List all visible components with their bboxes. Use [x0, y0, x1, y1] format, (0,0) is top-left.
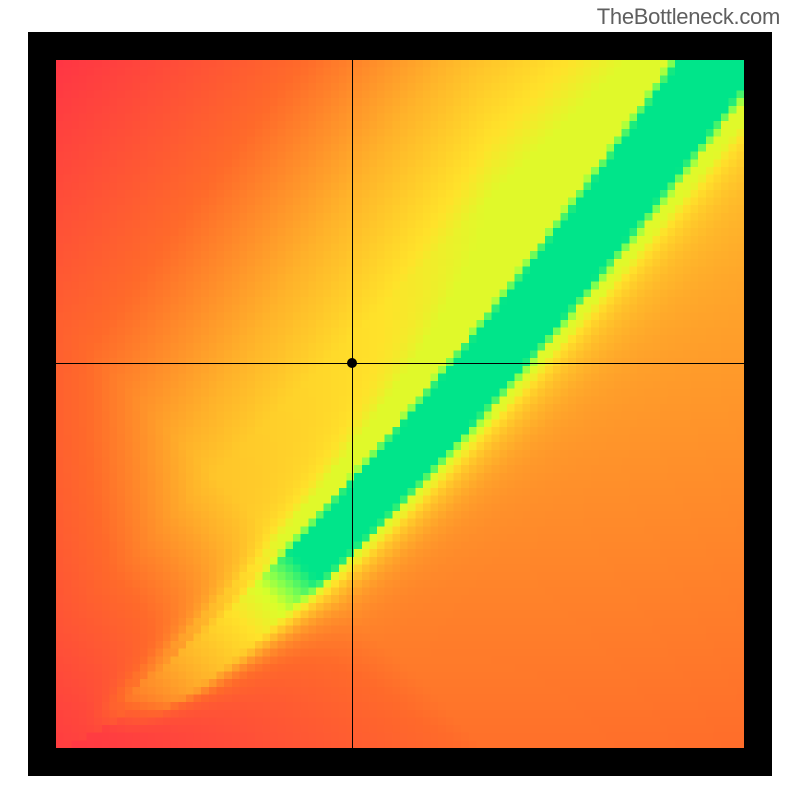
chart-container: TheBottleneck.com — [0, 0, 800, 800]
selected-point — [347, 358, 357, 368]
crosshair-horizontal — [56, 363, 744, 364]
heatmap-canvas — [56, 60, 744, 748]
watermark-text: TheBottleneck.com — [597, 4, 780, 30]
plot-frame — [28, 32, 772, 776]
crosshair-vertical — [352, 60, 353, 748]
